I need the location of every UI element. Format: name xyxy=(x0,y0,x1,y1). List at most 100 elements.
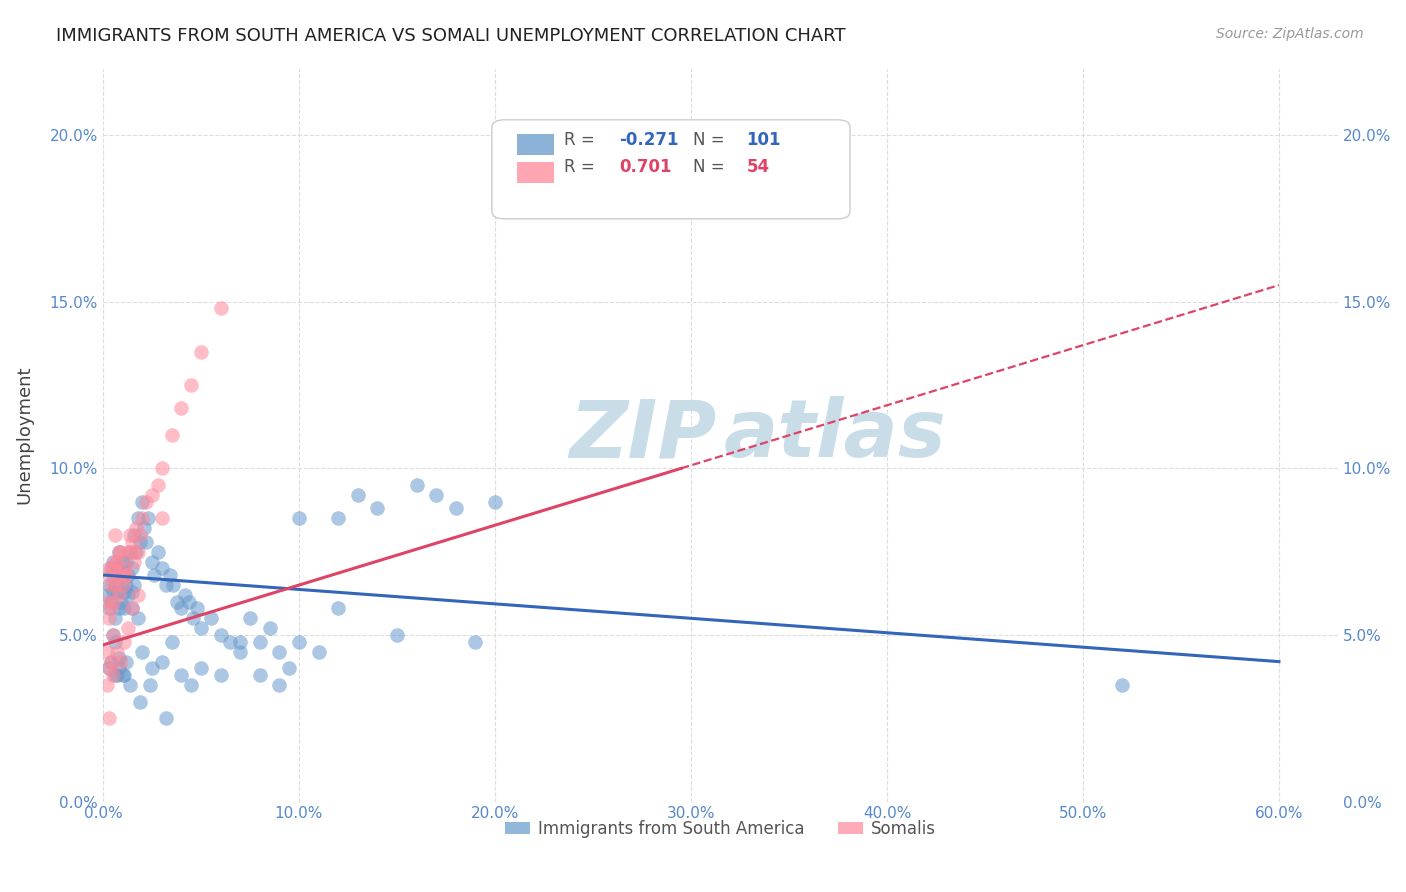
Point xyxy=(200,611,222,625)
Point xyxy=(100,655,122,669)
Point xyxy=(170,601,193,615)
Point xyxy=(115,578,138,592)
Point xyxy=(326,511,349,525)
Text: 54: 54 xyxy=(747,159,769,177)
Point xyxy=(104,555,127,569)
Point xyxy=(405,478,427,492)
Text: N =: N = xyxy=(693,159,724,177)
Point xyxy=(170,668,193,682)
Point xyxy=(190,621,212,635)
Point xyxy=(105,568,128,582)
Point xyxy=(160,634,183,648)
Point xyxy=(110,655,132,669)
Y-axis label: Unemployment: Unemployment xyxy=(15,366,32,504)
Text: 101: 101 xyxy=(747,130,780,149)
Point xyxy=(127,611,149,625)
Point xyxy=(278,661,301,675)
Point xyxy=(121,584,143,599)
Point xyxy=(96,588,118,602)
Point xyxy=(150,655,173,669)
Point xyxy=(96,645,118,659)
Point xyxy=(110,578,132,592)
Point xyxy=(170,401,193,416)
Point xyxy=(122,528,145,542)
Point xyxy=(107,651,129,665)
Point xyxy=(97,561,120,575)
Point xyxy=(181,611,204,625)
Point xyxy=(117,588,139,602)
Point xyxy=(107,588,129,602)
Point xyxy=(104,634,127,648)
Point xyxy=(150,561,173,575)
Point xyxy=(111,568,134,582)
Point xyxy=(97,578,120,592)
Point xyxy=(179,594,201,608)
Point xyxy=(249,634,271,648)
Point xyxy=(105,668,128,682)
Point xyxy=(100,594,122,608)
Point xyxy=(107,544,129,558)
Point xyxy=(114,601,136,615)
Point xyxy=(105,555,128,569)
Point xyxy=(111,668,134,682)
Point xyxy=(346,488,368,502)
Point xyxy=(209,668,232,682)
Point xyxy=(104,611,127,625)
Point xyxy=(159,568,181,582)
Point xyxy=(135,534,157,549)
Point xyxy=(464,634,486,648)
Point xyxy=(120,544,142,558)
Point xyxy=(127,588,149,602)
Point xyxy=(115,655,138,669)
Point xyxy=(136,511,159,525)
Point xyxy=(239,611,262,625)
Point xyxy=(180,678,202,692)
Point xyxy=(141,555,163,569)
Point xyxy=(129,528,152,542)
Point xyxy=(97,601,120,615)
Point xyxy=(425,488,447,502)
Point xyxy=(107,661,129,675)
Point xyxy=(122,544,145,558)
Point xyxy=(97,568,120,582)
Point xyxy=(229,645,252,659)
Point xyxy=(107,568,129,582)
Point xyxy=(180,378,202,392)
Point xyxy=(1111,678,1133,692)
Point xyxy=(155,711,177,725)
Point xyxy=(120,678,142,692)
Point xyxy=(101,594,124,608)
Point xyxy=(97,661,120,675)
Point xyxy=(150,511,173,525)
Point xyxy=(209,301,232,316)
Point xyxy=(131,494,153,508)
Point xyxy=(190,661,212,675)
Point xyxy=(142,568,165,582)
Point xyxy=(186,601,208,615)
Point xyxy=(125,521,148,535)
Point xyxy=(117,568,139,582)
Point xyxy=(101,628,124,642)
Point xyxy=(129,695,152,709)
Point xyxy=(111,578,134,592)
Point xyxy=(155,578,177,592)
Point xyxy=(114,561,136,575)
Point xyxy=(101,568,124,582)
Text: -0.271: -0.271 xyxy=(619,130,679,149)
Point xyxy=(288,511,311,525)
FancyBboxPatch shape xyxy=(516,135,554,155)
Text: N =: N = xyxy=(693,130,724,149)
Point xyxy=(104,578,127,592)
Point xyxy=(104,668,127,682)
Point xyxy=(101,584,124,599)
Text: ZIP: ZIP xyxy=(569,396,717,474)
Point xyxy=(444,501,467,516)
Point xyxy=(96,678,118,692)
Point xyxy=(121,534,143,549)
Text: R =: R = xyxy=(564,130,595,149)
Point xyxy=(110,594,132,608)
Point xyxy=(117,544,139,558)
Text: R =: R = xyxy=(564,159,595,177)
Point xyxy=(107,544,129,558)
Point xyxy=(100,601,122,615)
